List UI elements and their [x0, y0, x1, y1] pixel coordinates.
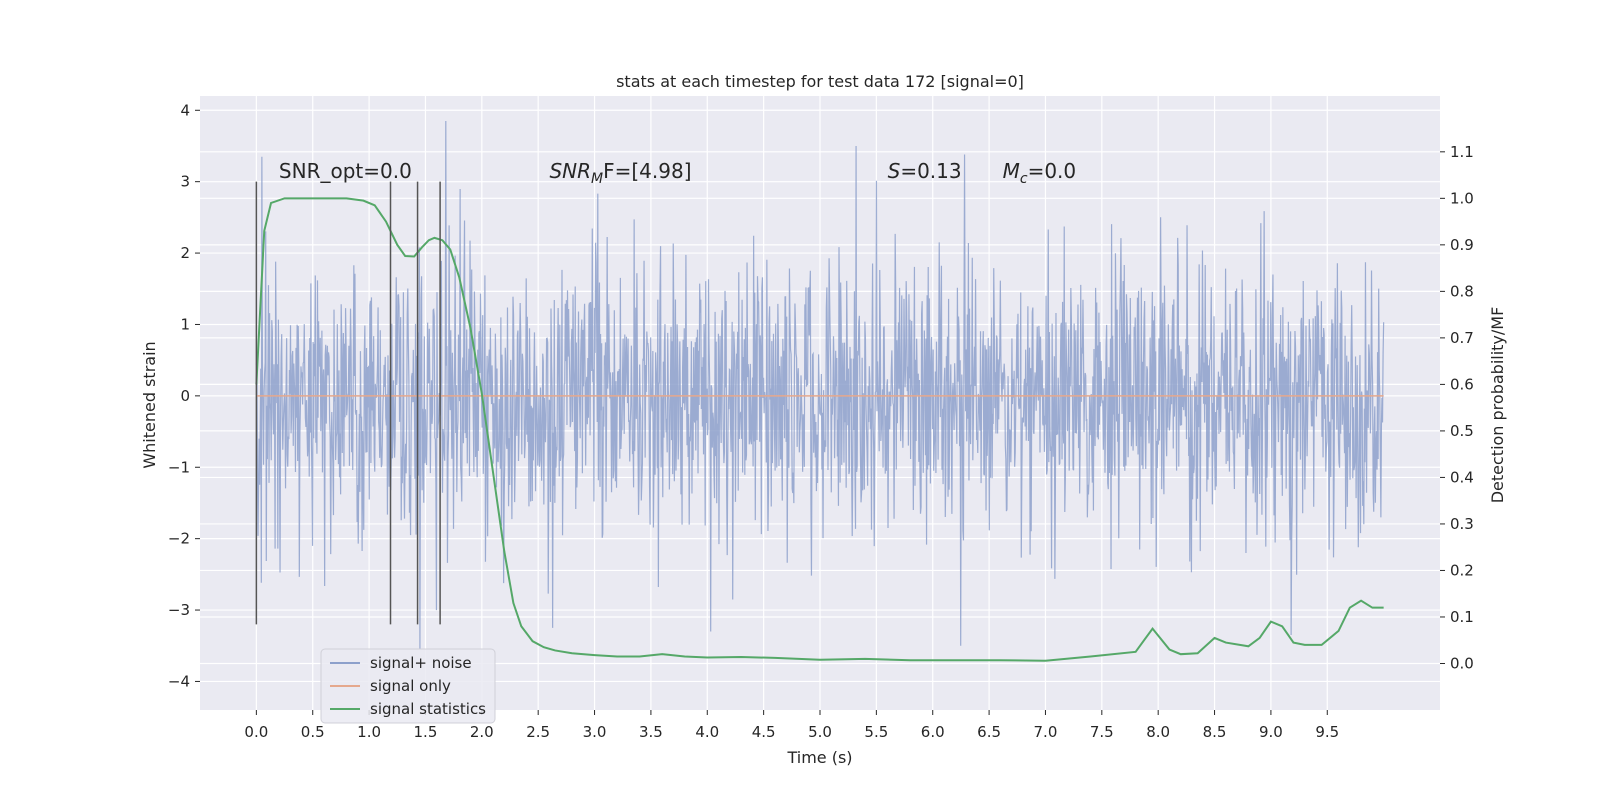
- x-tick-label-8: 4.0: [695, 723, 719, 741]
- x-tick-label-19: 9.5: [1315, 723, 1339, 741]
- annotation-snr-opt-symbol: SNR_opt: [279, 159, 363, 183]
- legend-label-signal-noise: signal+ noise: [370, 654, 472, 672]
- x-tick-label-13: 6.5: [977, 723, 1001, 741]
- y-tick-label-6: 2: [180, 244, 190, 262]
- legend-box: [320, 648, 496, 724]
- annotation-snr-opt-value: =0.0: [363, 159, 412, 183]
- annotation-snr-mf-subscript: M: [591, 171, 603, 187]
- x-axis-ticks: 0.0 0.5 1.0 1.5 2.0 2.5 3.0 3.5 4.0 4.5 5.0 5.5 6.0 6…: [244, 710, 1339, 741]
- y-tick-label-5: 1: [180, 315, 190, 333]
- annotation-mc-value-value: =0.0: [1028, 159, 1077, 183]
- y2-axis-label: Detection probability/MF: [1488, 307, 1507, 504]
- series-signal-statistics: [255, 197, 1384, 662]
- y-tick-label-3: −1: [168, 458, 190, 476]
- x-tick-label-2: 1.0: [357, 723, 381, 741]
- x-tick-label-15: 7.5: [1090, 723, 1114, 741]
- x-tick-label-5: 2.5: [526, 723, 550, 741]
- y2-tick-label-8: 0.8: [1450, 282, 1474, 300]
- x-tick-label-1: 0.5: [301, 723, 325, 741]
- annotations: SNR_opt=0.0 SNRMF=[4.98] S=0.13 Mc=0.0: [279, 159, 1076, 187]
- x-tick-label-10: 5.0: [808, 723, 832, 741]
- y2-tick-label-4: 0.4: [1450, 468, 1474, 486]
- annotation-s-value-value: =0.13: [900, 159, 961, 183]
- x-tick-label-18: 9.0: [1259, 723, 1283, 741]
- y-tick-label-0: −4: [168, 672, 190, 690]
- annotation-snr-opt: SNR_opt=0.0: [279, 159, 412, 183]
- annotation-mc-value-subscript: c: [1020, 171, 1028, 187]
- x-tick-label-12: 6.0: [921, 723, 945, 741]
- x-tick-label-14: 7.0: [1034, 723, 1058, 741]
- y2-tick-label-9: 0.9: [1450, 236, 1474, 254]
- annotation-s-value: S=0.13: [888, 159, 962, 183]
- x-tick-label-11: 5.5: [864, 723, 888, 741]
- y-tick-label-4: 0: [180, 387, 190, 405]
- y2-tick-label-6: 0.6: [1450, 375, 1474, 393]
- y-axis-label: Whitened strain: [140, 341, 159, 468]
- y-tick-label-2: −2: [168, 530, 190, 548]
- y2-tick-label-5: 0.5: [1450, 422, 1474, 440]
- y2-tick-label-11: 1.1: [1450, 143, 1474, 161]
- y2-tick-label-1: 0.1: [1450, 608, 1474, 626]
- annotation-s-value-symbol: S: [888, 159, 901, 183]
- noise-trace: [255, 120, 1385, 650]
- x-tick-label-6: 3.0: [583, 723, 607, 741]
- x-tick-label-9: 4.5: [752, 723, 776, 741]
- x-tick-label-7: 3.5: [639, 723, 663, 741]
- annotation-snr-mf-symbol: SNR: [549, 159, 591, 183]
- x-tick-label-17: 8.5: [1203, 723, 1227, 741]
- y-axis-ticks: −4 −3 −2 −1 0 1 2 3 4: [168, 101, 200, 690]
- legend-label-signal-statistics: signal statistics: [370, 700, 486, 718]
- legend-label-signal-only: signal only: [370, 677, 451, 695]
- annotation-snr-mf: SNRMF=[4.98]: [549, 159, 691, 187]
- y2-tick-label-2: 0.2: [1450, 561, 1474, 579]
- y2-tick-label-10: 1.0: [1450, 189, 1474, 207]
- y-tick-label-7: 3: [180, 173, 190, 191]
- annotation-mc-value: Mc=0.0: [1003, 159, 1077, 187]
- legend: signal+ noise signal only signal statist…: [320, 648, 496, 724]
- x-tick-label-4: 2.0: [470, 723, 494, 741]
- y2-tick-label-3: 0.3: [1450, 515, 1474, 533]
- y2-axis-ticks: 0.0 0.1 0.2 0.3 0.4 0.5 0.6 0.7 0.8 0.9 1.0 1.1: [1440, 143, 1474, 672]
- x-axis-label: Time (s): [786, 748, 852, 767]
- y-tick-label-8: 4: [180, 101, 190, 119]
- vertical-markers: [255, 181, 441, 625]
- chart-title: stats at each timestep for test data 172…: [616, 72, 1024, 91]
- series-lines: [255, 197, 1384, 662]
- x-tick-label-16: 8.0: [1146, 723, 1170, 741]
- annotation-mc-value-symbol: M: [1003, 159, 1020, 183]
- x-tick-label-0: 0.0: [244, 723, 268, 741]
- annotation-snr-mf-value: F=[4.98]: [603, 159, 691, 183]
- y2-tick-label-0: 0.0: [1450, 654, 1474, 672]
- y2-tick-label-7: 0.7: [1450, 329, 1474, 347]
- series-signal-noise: [255, 120, 1385, 650]
- y-tick-label-1: −3: [168, 601, 190, 619]
- x-tick-label-3: 1.5: [414, 723, 438, 741]
